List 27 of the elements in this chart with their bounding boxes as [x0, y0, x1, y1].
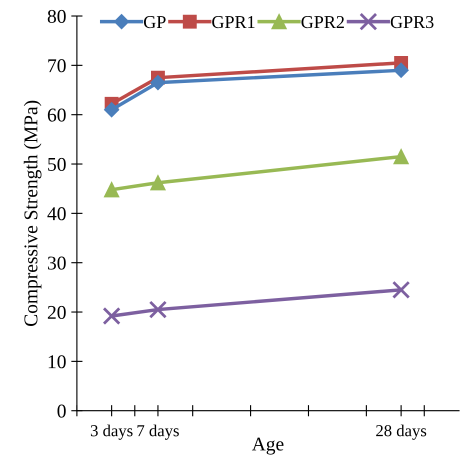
x-tick-label: 28 days	[376, 424, 426, 440]
y-tick-label: 80	[48, 10, 66, 23]
x-axis-title: Age	[252, 438, 284, 455]
point	[150, 175, 166, 190]
legend-label: GPR3	[390, 16, 434, 28]
y-tick-label: 50	[48, 158, 66, 171]
point	[148, 300, 167, 319]
y-tick-label: 60	[48, 108, 66, 122]
point	[393, 148, 409, 164]
point	[150, 75, 166, 90]
y-tick-label: 20	[48, 306, 66, 319]
legend-label: GPR1	[212, 16, 255, 28]
legend-label: GPR2	[301, 16, 344, 28]
y-tick-label: 40	[47, 207, 66, 220]
point	[104, 102, 120, 118]
x-tick-label: 7 days	[138, 424, 179, 440]
point	[392, 280, 410, 299]
legend-label: GP	[144, 16, 166, 28]
point	[394, 62, 409, 78]
x-tick-label: 3 days	[90, 424, 133, 440]
y-tick-label: 30	[48, 256, 66, 270]
point	[102, 306, 121, 326]
point	[104, 182, 120, 198]
y-tick-label: 0	[57, 404, 66, 418]
y-tick-label: 70	[48, 59, 66, 72]
y-axis-title: Compressive Strength (MPa)	[24, 100, 42, 326]
y-tick-label: 10	[48, 355, 66, 368]
